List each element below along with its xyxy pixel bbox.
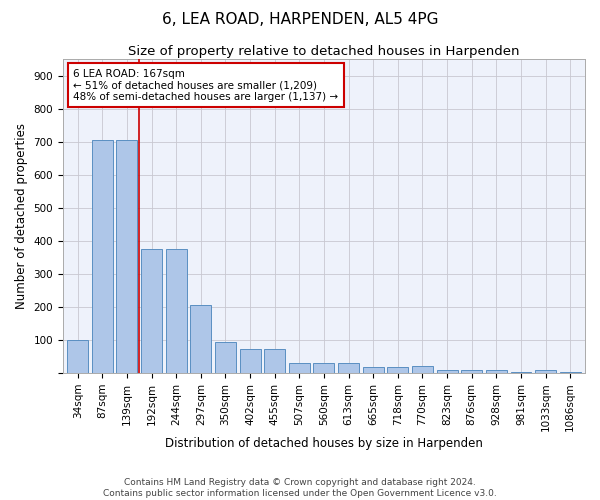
Bar: [313, 363, 334, 373]
Bar: [511, 372, 532, 373]
Bar: [388, 367, 408, 373]
Bar: [338, 362, 359, 373]
Bar: [535, 370, 556, 373]
Bar: [289, 363, 310, 373]
Text: 6 LEA ROAD: 167sqm
← 51% of detached houses are smaller (1,209)
48% of semi-deta: 6 LEA ROAD: 167sqm ← 51% of detached hou…: [73, 68, 338, 102]
Bar: [437, 370, 458, 373]
Y-axis label: Number of detached properties: Number of detached properties: [15, 123, 28, 309]
Bar: [239, 349, 260, 373]
Bar: [215, 342, 236, 373]
Bar: [560, 372, 581, 373]
Text: 6, LEA ROAD, HARPENDEN, AL5 4PG: 6, LEA ROAD, HARPENDEN, AL5 4PG: [162, 12, 438, 28]
X-axis label: Distribution of detached houses by size in Harpenden: Distribution of detached houses by size …: [165, 437, 483, 450]
Bar: [92, 140, 113, 373]
Bar: [412, 366, 433, 373]
Bar: [486, 370, 507, 373]
Text: Contains HM Land Registry data © Crown copyright and database right 2024.
Contai: Contains HM Land Registry data © Crown c…: [103, 478, 497, 498]
Bar: [67, 340, 88, 373]
Bar: [264, 349, 285, 373]
Bar: [166, 249, 187, 373]
Bar: [141, 249, 162, 373]
Title: Size of property relative to detached houses in Harpenden: Size of property relative to detached ho…: [128, 45, 520, 58]
Bar: [190, 306, 211, 373]
Bar: [116, 140, 137, 373]
Bar: [363, 367, 383, 373]
Bar: [461, 370, 482, 373]
